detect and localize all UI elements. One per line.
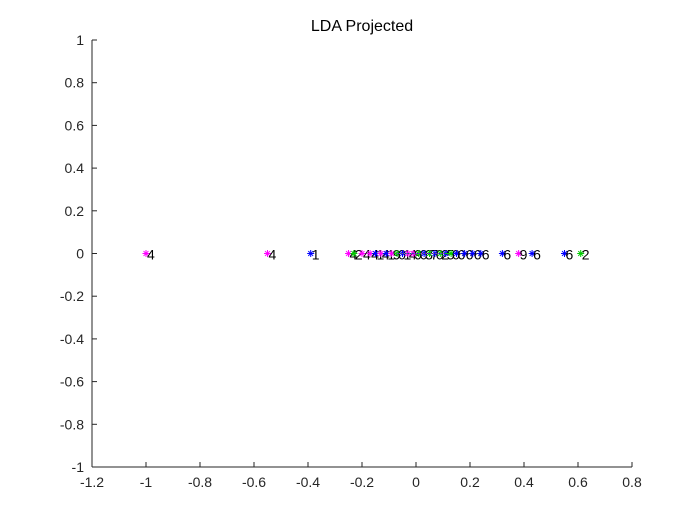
y-tick-label: -0.4 <box>60 331 84 347</box>
x-tick-label: -0.6 <box>242 474 266 490</box>
point-marker <box>499 250 506 257</box>
point-marker <box>561 250 568 257</box>
y-tick-label: 0.6 <box>65 117 85 133</box>
point-marker <box>388 250 395 257</box>
point-marker <box>383 250 390 257</box>
point-label: 2 <box>355 247 363 263</box>
y-tick-label: 1 <box>76 32 84 48</box>
point-marker <box>529 250 535 257</box>
x-tick-label: 0.8 <box>622 474 642 490</box>
data-point: 9 <box>515 247 528 263</box>
y-tick-label: 0 <box>76 246 84 262</box>
x-tick-label: -1 <box>140 474 153 490</box>
point-label: 4 <box>269 247 277 263</box>
point-marker <box>264 250 271 257</box>
point-label: 4 <box>363 247 371 263</box>
data-points: 4414244141901490370250666669662 <box>142 247 590 263</box>
x-tick-label: 0.2 <box>460 474 480 490</box>
point-label: 6 <box>533 247 541 263</box>
point-label: 2 <box>582 247 590 263</box>
point-marker <box>477 250 484 257</box>
data-point: 6 <box>469 247 482 263</box>
data-point: 4 <box>358 247 371 263</box>
data-point: 6 <box>528 247 541 263</box>
data-point: 6 <box>498 247 511 263</box>
data-point: 2 <box>350 247 363 263</box>
point-label: 6 <box>482 247 490 263</box>
point-marker <box>378 250 384 257</box>
data-point: 6 <box>561 247 574 263</box>
x-tick-label: 0.6 <box>568 474 588 490</box>
point-marker <box>359 250 365 257</box>
y-tick-label: -0.2 <box>60 288 84 304</box>
point-marker <box>351 250 357 257</box>
point-marker <box>372 250 379 257</box>
point-marker <box>461 250 468 257</box>
x-tick-label: -0.8 <box>188 474 212 490</box>
x-tick-label: 0.4 <box>514 474 534 490</box>
data-point: 4 <box>264 247 277 263</box>
y-tick-label: -0.6 <box>60 374 84 390</box>
point-marker <box>515 250 522 257</box>
point-marker <box>367 250 373 257</box>
x-tick-label: 0 <box>412 474 420 490</box>
data-point: 6 <box>477 247 490 263</box>
point-marker <box>448 250 454 257</box>
data-point: 6 <box>453 247 466 263</box>
point-label: 4 <box>147 247 155 263</box>
point-marker <box>307 250 314 257</box>
point-marker <box>143 250 149 257</box>
x-tick-label: -0.2 <box>350 474 374 490</box>
data-point: 1 <box>307 247 320 263</box>
point-marker <box>453 250 460 257</box>
y-tick-label: 0.4 <box>65 160 85 176</box>
data-point: 6 <box>461 247 474 263</box>
data-point: 2 <box>577 247 590 263</box>
y-tick-label: 0.2 <box>65 203 85 219</box>
point-label: 6 <box>474 247 482 263</box>
point-label: 6 <box>503 247 511 263</box>
point-label: 6 <box>566 247 574 263</box>
point-marker <box>345 250 352 257</box>
x-tick-label: -0.4 <box>296 474 320 490</box>
y-tick-label: 0.8 <box>65 75 85 91</box>
data-point: 4 <box>142 247 155 263</box>
point-label: 1 <box>312 247 320 263</box>
point-label: 6 <box>458 247 466 263</box>
y-tick-label: -0.8 <box>60 416 84 432</box>
point-marker <box>469 250 476 257</box>
point-marker <box>577 250 584 257</box>
axes: -1.2 -1 -0.8 -0.6 -0.4 -0.2 0 0.2 0.4 0.6 0.8-1-0.… <box>60 32 642 490</box>
y-tick-label: -1 <box>72 459 85 475</box>
x-tick-label: -1.2 <box>80 474 104 490</box>
point-label: 9 <box>520 247 528 263</box>
chart-title: LDA Projected <box>311 18 413 35</box>
point-label: 6 <box>466 247 474 263</box>
